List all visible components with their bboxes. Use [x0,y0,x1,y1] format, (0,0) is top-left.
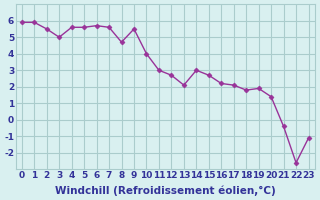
X-axis label: Windchill (Refroidissement éolien,°C): Windchill (Refroidissement éolien,°C) [55,185,276,196]
